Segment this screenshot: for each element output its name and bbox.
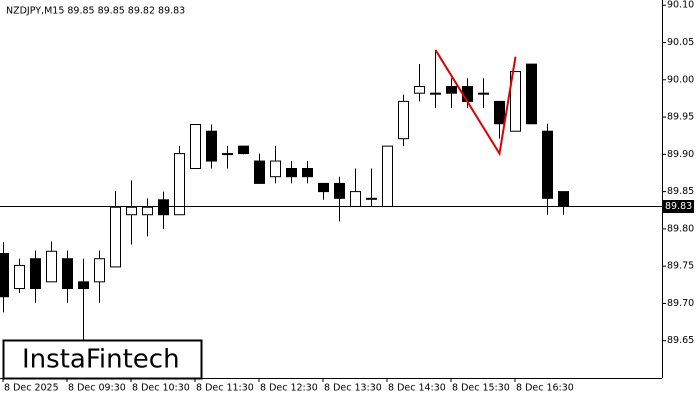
candle-body xyxy=(382,145,393,208)
candle-body xyxy=(350,191,361,208)
candle-body xyxy=(222,153,233,156)
candle-body xyxy=(318,182,329,193)
x-tick-label: 8 Dec 15:30 xyxy=(452,383,510,394)
y-tick-label: 89.70 xyxy=(667,298,694,309)
candle-body xyxy=(190,124,201,169)
y-tick-label: 90.05 xyxy=(667,37,694,48)
y-tick-label: 89.85 xyxy=(667,186,694,197)
candle-body xyxy=(446,85,457,94)
candle-body xyxy=(94,258,105,283)
logo: InstaFintech xyxy=(22,345,180,375)
candle-body xyxy=(510,71,521,132)
candle-body xyxy=(206,130,217,162)
candle-body xyxy=(30,258,41,290)
candle-body xyxy=(238,145,249,155)
candle-body xyxy=(158,199,169,216)
candle-body xyxy=(366,197,377,200)
candle-body xyxy=(398,100,409,140)
candle-body xyxy=(46,250,57,283)
y-tick-label: 90.00 xyxy=(667,74,694,85)
candle-body xyxy=(174,153,185,216)
candle-body xyxy=(270,160,281,178)
candle-body xyxy=(494,100,505,125)
y-tick-label: 89.95 xyxy=(667,112,694,123)
current-price-label: 89.83 xyxy=(665,201,692,212)
candle-body xyxy=(542,130,553,199)
x-tick-label: 8 Dec 13:30 xyxy=(324,383,382,394)
pattern-line xyxy=(434,49,517,157)
candle-body xyxy=(302,167,313,178)
y-tick-label: 89.80 xyxy=(667,223,694,234)
candle-body xyxy=(78,281,89,290)
candle-body xyxy=(14,264,25,290)
y-tick-label: 89.90 xyxy=(667,149,694,160)
candle-body xyxy=(286,167,297,178)
candle-body xyxy=(558,191,569,208)
candle-body xyxy=(0,252,9,298)
y-tick-label: 89.65 xyxy=(667,335,694,346)
x-tick-label: 8 Dec 14:30 xyxy=(388,383,446,394)
candle-body xyxy=(334,182,345,199)
candle-body xyxy=(110,206,121,268)
candle-body xyxy=(126,206,137,216)
candle-body xyxy=(62,258,73,290)
candle-body xyxy=(526,63,537,125)
candle-body xyxy=(430,92,441,95)
candle-body xyxy=(142,206,153,216)
current-price-box xyxy=(662,200,694,214)
candle-body xyxy=(478,92,489,95)
candle-body xyxy=(462,85,473,102)
logo-box xyxy=(2,339,203,380)
x-tick-label: 8 Dec 2025 xyxy=(4,383,59,394)
candle-body xyxy=(254,160,265,184)
candle-body xyxy=(414,85,425,94)
x-tick-label: 8 Dec 11:30 xyxy=(196,383,254,394)
x-tick-label: 8 Dec 09:30 xyxy=(68,383,126,394)
y-tick-label: 90.10 xyxy=(667,0,694,11)
y-tick-label: 89.75 xyxy=(667,261,694,272)
chart-title: NZDJPY,M15 89.85 89.85 89.82 89.83 xyxy=(6,6,185,17)
x-tick-label: 8 Dec 10:30 xyxy=(132,383,190,394)
x-tick-label: 8 Dec 12:30 xyxy=(260,383,318,394)
x-tick-label: 8 Dec 16:30 xyxy=(516,383,574,394)
